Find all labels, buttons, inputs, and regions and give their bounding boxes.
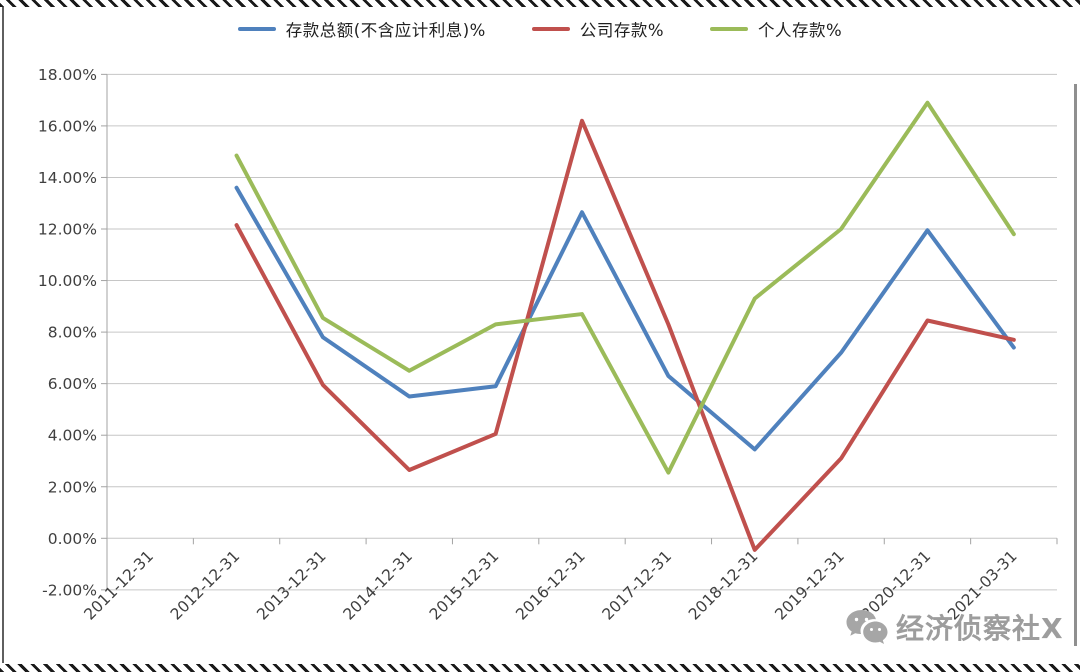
bottom-striped-border — [0, 664, 1080, 672]
y-tick-label: 14.00% — [38, 169, 97, 187]
legend-swatch-personal — [710, 27, 749, 31]
y-tick-label: 12.00% — [38, 221, 97, 239]
y-tick-label: 4.00% — [48, 427, 97, 445]
x-tick-label: 2012-12-31 — [167, 547, 243, 623]
left-edge-line — [2, 7, 4, 663]
y-tick-label: 0.00% — [48, 530, 97, 548]
legend-swatch-corporate — [531, 27, 570, 31]
x-tick-label: 2016-12-31 — [512, 547, 588, 623]
legend-item-personal: 个人存款% — [710, 17, 842, 41]
y-tick-label: 2.00% — [48, 478, 97, 496]
y-tick-label: 16.00% — [38, 117, 97, 135]
x-tick-label: 2015-12-31 — [426, 547, 502, 623]
legend-label-total: 存款总额(不含应计利息)% — [285, 21, 486, 40]
legend-label-corporate: 公司存款% — [579, 21, 665, 40]
x-tick-label: 2019-12-31 — [771, 547, 847, 623]
legend-label-personal: 个人存款% — [758, 21, 843, 40]
personal-series-line — [234, 100, 1016, 475]
legend-item-corporate: 公司存款% — [531, 17, 665, 41]
corporate-series-line — [234, 118, 1016, 552]
x-tick-label: 2014-12-31 — [340, 547, 416, 623]
y-tick-label: 18.00% — [38, 66, 97, 84]
y-tick-label: 8.00% — [48, 324, 97, 342]
top-striped-border — [0, 0, 1080, 7]
right-edge-line — [1074, 84, 1077, 646]
y-tick-label: -2.00% — [42, 581, 97, 599]
y-tick-label: 10.00% — [38, 272, 97, 290]
x-tick-label: 2018-12-31 — [685, 547, 761, 623]
wechat-bubbles-icon — [846, 610, 888, 644]
legend: 存款总额(不含应计利息)% 公司存款% 个人存款% — [0, 17, 1080, 41]
legend-item-total: 存款总额(不含应计利息)% — [237, 17, 486, 41]
x-tick-label: 2013-12-31 — [253, 547, 329, 623]
total-series-line — [234, 185, 1016, 452]
watermark-text: 经济侦察社X — [896, 612, 1064, 645]
legend-swatch-total — [237, 27, 276, 31]
y-tick-label: 6.00% — [48, 375, 97, 393]
x-tick-label: 2017-12-31 — [599, 547, 675, 623]
watermark: 经济侦察社X — [845, 607, 1064, 647]
